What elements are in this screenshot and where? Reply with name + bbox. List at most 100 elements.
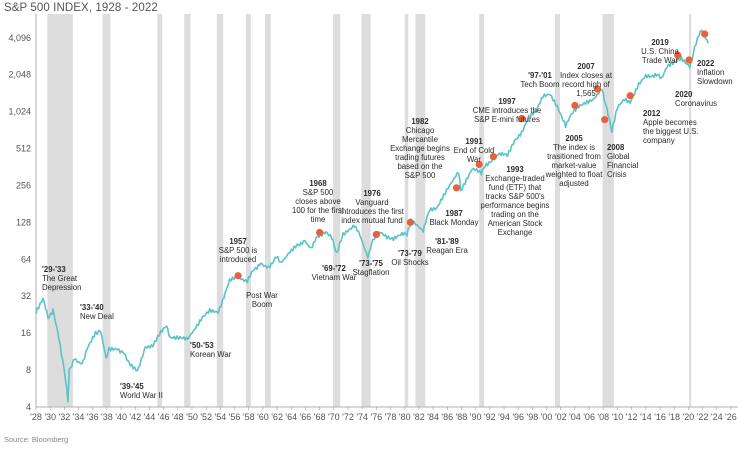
x-tick-label: '94 bbox=[498, 412, 510, 422]
annotation-text: performance begins bbox=[481, 201, 550, 210]
annotation-text: Korean War bbox=[190, 350, 232, 359]
recession-band-12 bbox=[555, 14, 561, 407]
sp500-series-line bbox=[35, 29, 709, 403]
x-tick-label: '82 bbox=[413, 412, 425, 422]
recession-band-4 bbox=[216, 14, 224, 407]
annotation-text: Global bbox=[607, 152, 630, 161]
annotation-21: 2012 Apple becomes the biggest U.S. company bbox=[643, 109, 698, 145]
annotation-text: Exchange begins bbox=[390, 144, 450, 153]
annotation-heading: '73-'79 bbox=[398, 249, 422, 258]
annotation-heading: 2019 bbox=[651, 38, 669, 47]
annotation-text: the biggest U.S. bbox=[643, 127, 698, 136]
annotation-heading: 2012 bbox=[643, 109, 661, 118]
annotation-text: Black Monday bbox=[430, 218, 479, 227]
annotation-text: Exchange-traded bbox=[485, 174, 544, 183]
annotation-0: '29-'33 The Great Depression bbox=[42, 265, 81, 292]
annotation-4: 1957 S&P 500 is introduced bbox=[219, 237, 258, 264]
annotation-text: company bbox=[643, 136, 675, 145]
annotation-text: adjusted bbox=[559, 179, 588, 188]
x-tick-label: '62 bbox=[271, 412, 283, 422]
recession-band-6 bbox=[265, 14, 271, 407]
annotation-text: The Great bbox=[42, 274, 78, 283]
annotation-heading: 2007 bbox=[577, 62, 594, 71]
recession-band-5 bbox=[245, 14, 251, 407]
annotation-text: Depression bbox=[42, 283, 81, 292]
annotation-heading: '81-'89 bbox=[435, 237, 459, 246]
x-tick-label: '34 bbox=[73, 412, 85, 422]
annotation-text: Tech Boom bbox=[520, 80, 559, 89]
x-tick-label: '80 bbox=[399, 412, 411, 422]
x-tick-label: '26 bbox=[725, 412, 737, 422]
x-tick-label: '64 bbox=[285, 412, 297, 422]
x-tick-label: '58 bbox=[243, 412, 255, 422]
event-marker bbox=[475, 160, 483, 169]
annotation-heading: 1976 bbox=[363, 189, 381, 198]
annotation-text: index mutual fund bbox=[341, 216, 403, 225]
annotation-1: '33-'40 New Deal bbox=[80, 303, 114, 321]
annotation-text: Crisis bbox=[607, 170, 627, 179]
annotation-3: '50-'53 Korean War bbox=[190, 341, 232, 359]
x-tick-label: '60 bbox=[257, 412, 269, 422]
annotation-text: S&P 500 is bbox=[219, 246, 258, 255]
annotation-text: S&P 500 bbox=[303, 188, 334, 197]
annotation-text: closes above bbox=[295, 197, 341, 206]
x-tick-label: '46 bbox=[158, 412, 170, 422]
annotation-text: Oil Shocks bbox=[391, 258, 428, 267]
x-tick-label: '88 bbox=[456, 412, 468, 422]
event-marker bbox=[489, 153, 497, 161]
annotation-text: 1,565 bbox=[576, 89, 596, 98]
x-tick-label: '10 bbox=[612, 412, 624, 422]
annotation-text: Slowdown bbox=[697, 77, 733, 86]
annotation-text: Boom bbox=[252, 300, 272, 309]
recession-band-11 bbox=[479, 14, 485, 407]
annotation-text: introduced bbox=[220, 255, 256, 264]
annotation-15: 1997 CME introduces the S&P E-mini futures bbox=[473, 97, 541, 124]
annotation-text: Chicago bbox=[406, 126, 435, 135]
annotation-text: Post War bbox=[246, 291, 278, 300]
x-tick-label: '42 bbox=[129, 412, 141, 422]
x-tick-label: '38 bbox=[101, 412, 113, 422]
y-tick-label: 1,024 bbox=[8, 107, 31, 117]
annotation-heading: 1982 bbox=[411, 117, 429, 126]
annotation-heading: '50-'53 bbox=[190, 341, 214, 350]
annotation-8: 1976 Vanguard introduces the first index mu… bbox=[340, 189, 405, 225]
x-tick-label: '44 bbox=[144, 412, 156, 422]
annotation-text: fund (ETF) that bbox=[489, 183, 542, 192]
annotation-12: '81-'89 Reagan Era bbox=[426, 237, 468, 255]
series-line-layer bbox=[35, 29, 709, 403]
x-tick-label: '24 bbox=[711, 412, 723, 422]
event-marker bbox=[685, 56, 693, 64]
event-marker bbox=[674, 51, 682, 59]
x-tick-label: '00 bbox=[541, 412, 553, 422]
annotation-text: CME introduces the bbox=[473, 106, 541, 115]
x-tick-label: '54 bbox=[214, 412, 226, 422]
annotation-text: End of Cold bbox=[454, 146, 495, 155]
x-tick-label: '12 bbox=[626, 412, 638, 422]
annotation-text: Vanguard bbox=[355, 198, 388, 207]
recession-band-13 bbox=[602, 14, 614, 407]
x-tick-label: '36 bbox=[87, 412, 99, 422]
x-tick-label: '04 bbox=[569, 412, 581, 422]
y-tick-label: 128 bbox=[16, 217, 31, 227]
annotation-text: American Stock bbox=[488, 219, 543, 228]
annotations: '29-'33 The Great Depression '33-'40 New Dea… bbox=[42, 38, 733, 400]
event-marker bbox=[234, 272, 242, 280]
x-tick-label: '14 bbox=[640, 412, 652, 422]
annotation-text: War bbox=[467, 155, 481, 164]
annotation-text: 100 for the first bbox=[292, 206, 345, 215]
annotation-heading: 1991 bbox=[465, 137, 483, 146]
annotation-text: time bbox=[311, 215, 326, 224]
annotation-heading: '69-'72 bbox=[322, 264, 346, 273]
recession-band-9 bbox=[404, 14, 409, 407]
x-tick-label: '18 bbox=[668, 412, 680, 422]
event-marker bbox=[626, 92, 634, 100]
annotation-2: '39-'45 World War II bbox=[120, 382, 163, 400]
annotation-heading: 2008 bbox=[607, 143, 625, 152]
event-marker bbox=[372, 230, 380, 239]
annotation-text: tracks S&P 500's bbox=[486, 192, 545, 201]
x-tick-label: '96 bbox=[512, 412, 524, 422]
y-tick-label: 2,048 bbox=[8, 70, 31, 80]
annotation-heading: 2022 bbox=[697, 59, 715, 68]
annotation-7: '69-'72 Vietnam War bbox=[312, 264, 357, 282]
annotation-24: 2022 Inflation Slowdown bbox=[697, 59, 733, 86]
